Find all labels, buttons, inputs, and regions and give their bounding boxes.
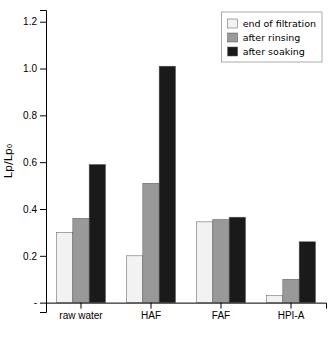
- bars: [57, 66, 316, 302]
- x-tick-label: HPI-A: [278, 310, 305, 321]
- legend: end of filtration after rinsing after soak…: [222, 12, 322, 62]
- y-tick-mark: [40, 69, 46, 70]
- bar: [159, 66, 175, 302]
- bar: [127, 256, 143, 303]
- x-tick-label: FAF: [212, 310, 230, 321]
- chart: - 0.2 0.4 0.6 0.8 1.0 1.2 raw water HAF FAF HPI-A L…: [0, 0, 336, 342]
- legend-label: after soaking: [243, 46, 305, 57]
- y-tick-label: 0.2: [23, 251, 37, 262]
- legend-swatch: [228, 33, 238, 42]
- bar-series: [73, 183, 299, 302]
- bar: [89, 165, 105, 303]
- y-axis: - 0.2 0.4 0.6 0.8 1.0 1.2: [23, 11, 46, 313]
- bar: [299, 242, 315, 303]
- legend-frame: [222, 12, 322, 62]
- y-tick-mark: [40, 22, 46, 23]
- legend-label: after rinsing: [243, 32, 301, 43]
- bar: [283, 279, 299, 302]
- x-tick: HPI-A: [278, 303, 305, 321]
- legend-item: after soaking: [228, 46, 305, 57]
- y-tick-label: 1.2: [23, 16, 37, 27]
- x-tick: FAF: [212, 303, 230, 321]
- y-axis-title: Lp/Lp₀: [2, 143, 15, 178]
- bar: [57, 232, 73, 302]
- y-tick-mark: [40, 209, 46, 210]
- x-axis: raw water HAF FAF HPI-A: [47, 303, 327, 321]
- y-tick-mark: [40, 303, 46, 304]
- y-tick-label: 1.0: [23, 63, 37, 74]
- x-tick-mark: [291, 303, 292, 309]
- bar: [267, 296, 283, 303]
- bar: [213, 220, 229, 303]
- bar-series: [89, 66, 315, 302]
- y-tick: 0.4: [23, 204, 46, 215]
- x-tick-mark: [151, 303, 152, 309]
- bar: [197, 222, 213, 303]
- y-tick-mark: [40, 162, 46, 163]
- y-tick-mark: [40, 256, 46, 257]
- x-tick-mark: [81, 303, 82, 309]
- y-tick: 0.6: [23, 157, 46, 168]
- x-tick-label: HAF: [141, 310, 161, 321]
- y-tick-label: 0.4: [23, 204, 37, 215]
- x-tick-label: raw water: [59, 310, 103, 321]
- y-tick-label: -: [34, 297, 37, 308]
- y-tick-label: 0.8: [23, 110, 37, 121]
- y-tick: 0.2: [23, 251, 46, 262]
- y-tick-label: 0.6: [23, 157, 37, 168]
- y-tick: 1.2: [23, 16, 46, 27]
- x-axis-line: [47, 303, 327, 309]
- y-tick: -: [34, 297, 46, 308]
- x-tick-mark: [221, 303, 222, 309]
- plot: - 0.2 0.4 0.6 0.8 1.0 1.2 raw water HAF FAF HPI-A L…: [2, 11, 327, 321]
- legend-item: after rinsing: [228, 32, 301, 43]
- legend-swatch: [228, 19, 238, 28]
- legend-swatch: [228, 47, 238, 56]
- y-axis-line: [40, 11, 47, 313]
- legend-label: end of filtration: [243, 18, 316, 29]
- y-tick: 0.8: [23, 110, 46, 121]
- y-tick-mark: [40, 115, 46, 116]
- y-tick: 1.0: [23, 63, 46, 74]
- x-tick: raw water: [59, 303, 103, 321]
- bar: [229, 217, 245, 302]
- bar: [73, 218, 89, 302]
- bar: [143, 183, 159, 302]
- x-tick: HAF: [141, 303, 161, 321]
- legend-item: end of filtration: [228, 18, 316, 29]
